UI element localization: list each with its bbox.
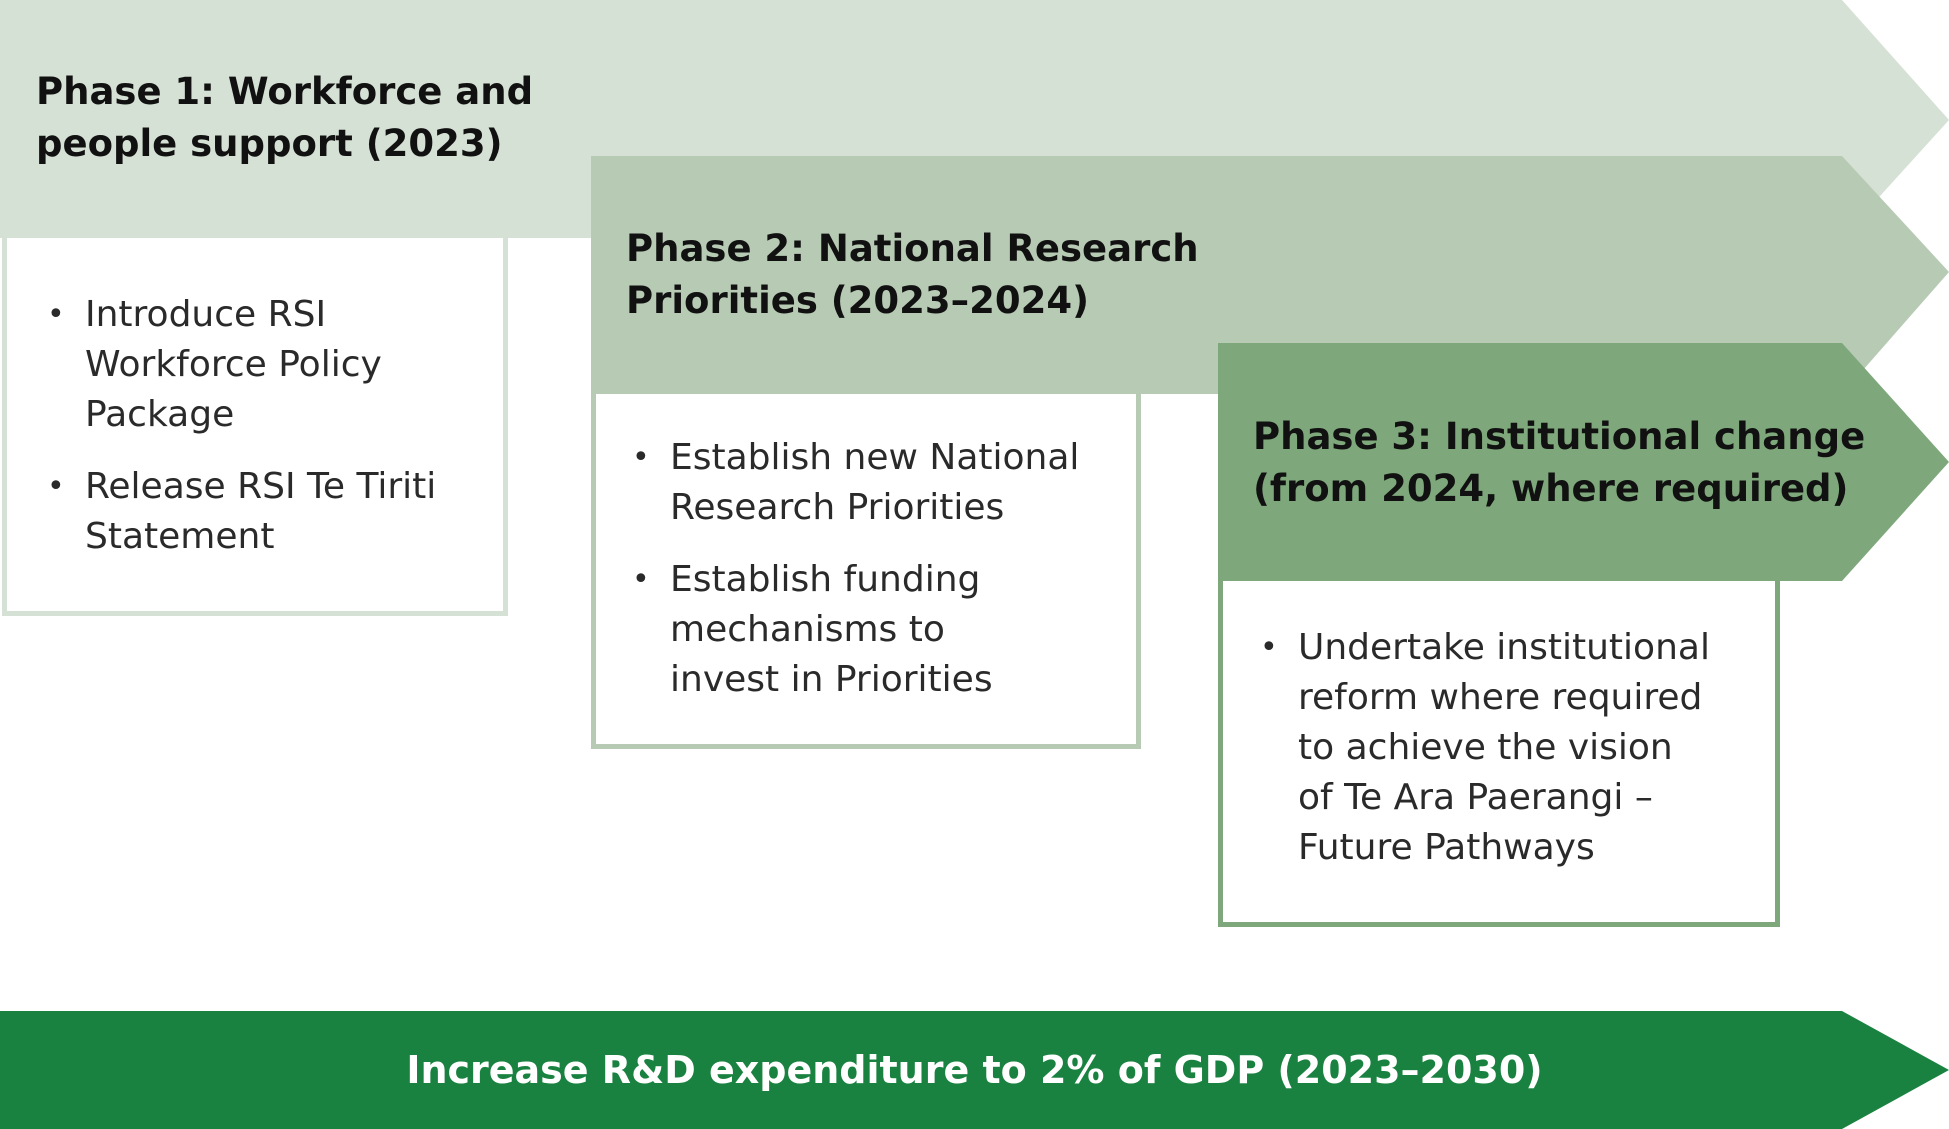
bullet-icon: • bbox=[47, 297, 65, 332]
phase-3-box: • Undertake institutional reform where r… bbox=[1218, 581, 1780, 927]
phase-3-title-line-1: Phase 3: Institutional change bbox=[1253, 415, 1866, 458]
phase-2-title: Phase 2: National Research Priorities (2… bbox=[626, 223, 1246, 327]
list-item-line: of Te Ara Paerangi – bbox=[1298, 777, 1653, 818]
list-item: • Establish new National Research Priori… bbox=[632, 433, 1136, 533]
list-item-line: Package bbox=[85, 394, 235, 435]
goal-label: Increase R&D expenditure to 2% of GDP (2… bbox=[406, 1048, 1543, 1092]
list-item-line: Future Pathways bbox=[1298, 827, 1595, 868]
phase-2-title-line-1: Phase 2: National Research bbox=[626, 227, 1199, 270]
bullet-icon: • bbox=[632, 440, 650, 475]
list-item-line: Introduce RSI bbox=[85, 294, 327, 335]
phase-2-title-line-2: Priorities (2023–2024) bbox=[626, 279, 1090, 322]
bullet-icon: • bbox=[47, 469, 65, 504]
list-item-line: Research Priorities bbox=[670, 487, 1005, 528]
phase-1-title-line-1: Phase 1: Workforce and bbox=[36, 70, 534, 113]
phase-2-box: • Establish new National Research Priori… bbox=[591, 394, 1141, 749]
phase-1-title: Phase 1: Workforce and people support (2… bbox=[36, 66, 596, 170]
bullet-icon: • bbox=[632, 562, 650, 597]
list-item-line: Statement bbox=[85, 516, 275, 557]
list-item-line: Establish funding bbox=[670, 559, 981, 600]
goal-arrow bbox=[0, 1011, 1949, 1129]
list-item-line: reform where required bbox=[1298, 677, 1703, 718]
list-item-line: Establish new National bbox=[670, 437, 1080, 478]
phase-3-title-line-2: (from 2024, where required) bbox=[1253, 467, 1849, 510]
phase-3-title: Phase 3: Institutional change (from 2024… bbox=[1253, 411, 1893, 515]
phase-3-list: • Undertake institutional reform where r… bbox=[1260, 623, 1775, 873]
list-item-line: to achieve the vision bbox=[1298, 727, 1673, 768]
list-item: • Release RSI Te Tiriti Statement bbox=[47, 462, 503, 562]
list-item: • Undertake institutional reform where r… bbox=[1260, 623, 1775, 873]
phase-3-arrow bbox=[1218, 343, 1949, 581]
list-item-line: Undertake institutional bbox=[1298, 627, 1710, 668]
phase-1-list: • Introduce RSI Workforce Policy Package… bbox=[47, 290, 503, 562]
list-item: • Introduce RSI Workforce Policy Package bbox=[47, 290, 503, 440]
phase-2-arrow bbox=[591, 156, 1949, 394]
phase-2-list: • Establish new National Research Priori… bbox=[632, 433, 1136, 705]
phase-1-title-line-2: people support (2023) bbox=[36, 122, 503, 165]
list-item-line: mechanisms to bbox=[670, 609, 945, 650]
list-item-line: Release RSI Te Tiriti bbox=[85, 466, 437, 507]
bullet-icon: • bbox=[1260, 630, 1278, 665]
list-item-line: invest in Priorities bbox=[670, 659, 993, 700]
list-item: • Establish funding mechanisms to invest… bbox=[632, 555, 1136, 705]
list-item-line: Workforce Policy bbox=[85, 344, 382, 385]
phase-1-box: • Introduce RSI Workforce Policy Package… bbox=[2, 238, 508, 616]
